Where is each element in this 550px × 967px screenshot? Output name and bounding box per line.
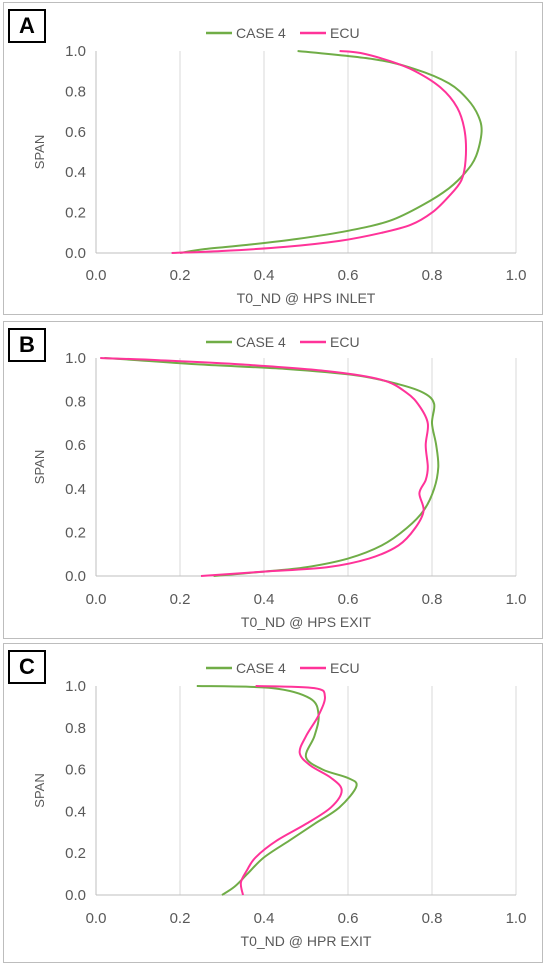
x-tick-label: 0.0 [86, 591, 107, 608]
y-tick-label: 0.6 [65, 124, 86, 141]
legend-label: CASE 4 [236, 334, 286, 350]
y-tick-label: 0.8 [65, 720, 86, 737]
legend-label: CASE 4 [236, 25, 286, 41]
line-chart: 0.0 0.2 0.4 0.6 0.8 1.0 0.0 0.2 0.4 0.6 0.8 1.0 T0_N… [32, 25, 527, 306]
y-tick-label: 0.2 [65, 845, 86, 862]
y-tick-label: 0.6 [65, 762, 86, 779]
x-tick-label: 1.0 [506, 910, 527, 927]
x-tick-label: 0.4 [254, 591, 275, 608]
x-tick-label: 0.4 [254, 910, 275, 927]
y-tick-label: 0.4 [65, 803, 86, 820]
y-tick-label: 0.4 [65, 164, 86, 181]
series-line [171, 50, 467, 254]
y-tick-label: 0.4 [65, 481, 86, 498]
panel-label: C [8, 650, 46, 684]
panel-label: A [8, 9, 46, 43]
y-tick-label: 0.2 [65, 524, 86, 541]
x-tick-label: 0.6 [338, 591, 359, 608]
y-axis-label: SPAN [32, 450, 47, 484]
x-tick-label: 0.4 [254, 267, 275, 284]
y-tick-label: 0.6 [65, 437, 86, 454]
x-tick-label: 0.8 [422, 267, 443, 284]
chart-panel-a: A 0.0 0.2 0.4 0.6 0.8 1.0 0.0 0.2 0.4 0.6 0.8 1.0 T0… [3, 2, 543, 315]
series-line [104, 357, 440, 577]
x-axis-label: T0_ND @ HPS EXIT [241, 614, 372, 630]
x-tick-label: 1.0 [506, 591, 527, 608]
panel-label: B [8, 328, 46, 362]
series-line [179, 50, 483, 254]
x-tick-label: 0.2 [170, 591, 191, 608]
chart-panel-c: C 0.0 0.2 0.4 0.6 0.8 1.0 0.0 0.2 0.4 0.6 0.8 1.0 T0… [3, 643, 543, 963]
y-axis-label: SPAN [32, 135, 47, 169]
y-tick-label: 1.0 [65, 678, 86, 695]
x-tick-label: 0.0 [86, 267, 107, 284]
legend-label: CASE 4 [236, 660, 286, 676]
y-tick-label: 0.0 [65, 245, 86, 262]
x-tick-label: 0.0 [86, 910, 107, 927]
x-tick-label: 0.6 [338, 910, 359, 927]
x-tick-label: 0.2 [170, 910, 191, 927]
y-tick-label: 1.0 [65, 43, 86, 60]
y-tick-label: 0.2 [65, 205, 86, 222]
legend-label: ECU [330, 660, 360, 676]
legend-label: ECU [330, 25, 360, 41]
y-tick-label: 0.0 [65, 568, 86, 585]
x-tick-label: 0.8 [422, 910, 443, 927]
series-line [100, 357, 430, 577]
x-tick-label: 0.8 [422, 591, 443, 608]
x-axis-label: T0_ND @ HPS INLET [237, 290, 376, 306]
y-axis-label: SPAN [32, 773, 47, 807]
line-chart: 0.0 0.2 0.4 0.6 0.8 1.0 0.0 0.2 0.4 0.6 0.8 1.0 T0_N… [32, 334, 527, 630]
series-line [196, 685, 358, 896]
chart-panel-b: B 0.0 0.2 0.4 0.6 0.8 1.0 0.0 0.2 0.4 0.6 0.8 1.0 T0… [3, 321, 543, 639]
y-tick-label: 1.0 [65, 350, 86, 367]
x-tick-label: 0.6 [338, 267, 359, 284]
x-tick-label: 1.0 [506, 267, 527, 284]
y-tick-label: 0.0 [65, 887, 86, 904]
line-chart: 0.0 0.2 0.4 0.6 0.8 1.0 0.0 0.2 0.4 0.6 0.8 1.0 T0_N… [32, 660, 527, 949]
legend-label: ECU [330, 334, 360, 350]
series-line [239, 685, 343, 896]
y-tick-label: 0.8 [65, 83, 86, 100]
y-tick-label: 0.8 [65, 394, 86, 411]
x-tick-label: 0.2 [170, 267, 191, 284]
x-axis-label: T0_ND @ HPR EXIT [241, 933, 372, 949]
